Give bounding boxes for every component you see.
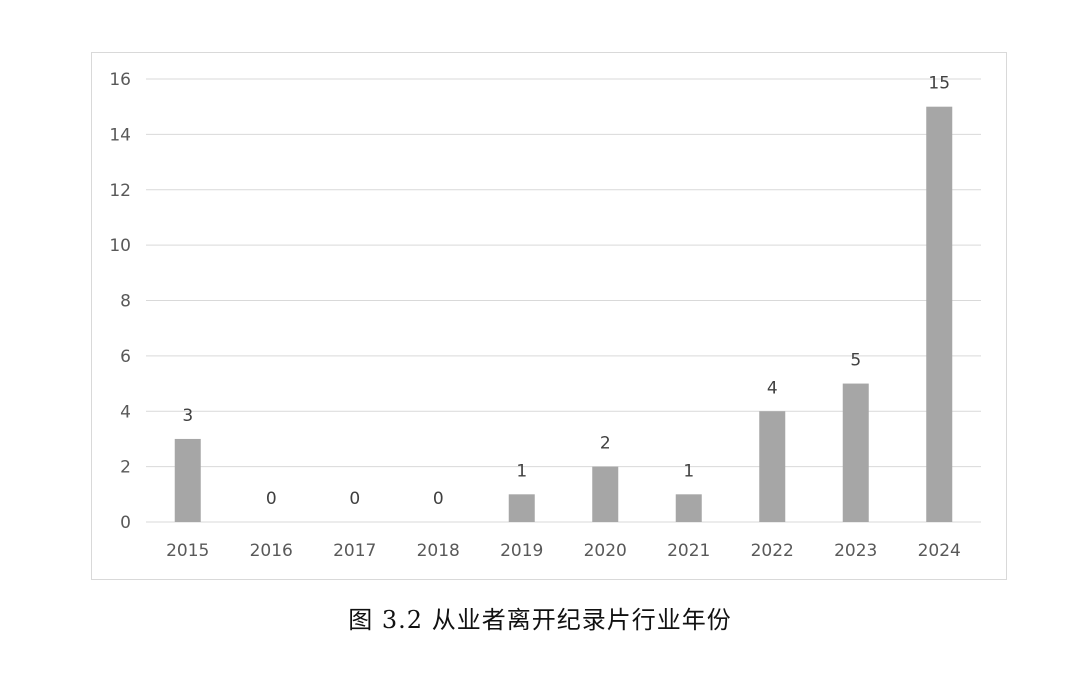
y-tick-label-2: 2: [120, 458, 131, 478]
y-tick-label-12: 12: [109, 181, 131, 201]
bar-2022: [759, 411, 786, 522]
x-tick-label-2016: 2016: [250, 541, 293, 561]
y-tick-label-16: 16: [109, 70, 131, 90]
data-label-2023: 5: [850, 351, 861, 371]
data-label-2022: 4: [767, 378, 778, 398]
y-tick-label-10: 10: [109, 236, 131, 256]
bar-2020: [592, 466, 619, 522]
y-tick-label-14: 14: [109, 125, 131, 145]
data-label-2020: 2: [600, 434, 611, 454]
bar-2015: [174, 438, 201, 522]
data-label-2018: 0: [433, 489, 444, 509]
y-tick-label-4: 4: [120, 402, 131, 422]
bar-2024: [926, 106, 953, 522]
y-tick-label-0: 0: [120, 513, 131, 533]
x-tick-label-2018: 2018: [417, 541, 460, 561]
data-label-2024: 15: [928, 74, 950, 94]
bar-2021: [675, 494, 702, 522]
bar-2023: [842, 383, 869, 522]
data-label-2015: 3: [182, 406, 193, 426]
data-label-2019: 1: [516, 461, 527, 481]
x-tick-label-2019: 2019: [500, 541, 543, 561]
x-tick-label-2017: 2017: [333, 541, 376, 561]
figure-caption: 图 3.2 从业者离开纪录片行业年份: [348, 606, 732, 634]
x-tick-label-2023: 2023: [834, 541, 877, 561]
data-label-2016: 0: [266, 489, 277, 509]
bar-2019: [508, 494, 535, 522]
y-tick-label-8: 8: [120, 292, 131, 312]
x-tick-label-2024: 2024: [918, 541, 961, 561]
x-tick-label-2015: 2015: [166, 541, 209, 561]
data-label-2017: 0: [349, 489, 360, 509]
data-label-2021: 1: [683, 461, 694, 481]
x-tick-label-2020: 2020: [584, 541, 627, 561]
x-tick-label-2022: 2022: [751, 541, 794, 561]
y-tick-label-6: 6: [120, 347, 131, 367]
x-tick-label-2021: 2021: [667, 541, 710, 561]
